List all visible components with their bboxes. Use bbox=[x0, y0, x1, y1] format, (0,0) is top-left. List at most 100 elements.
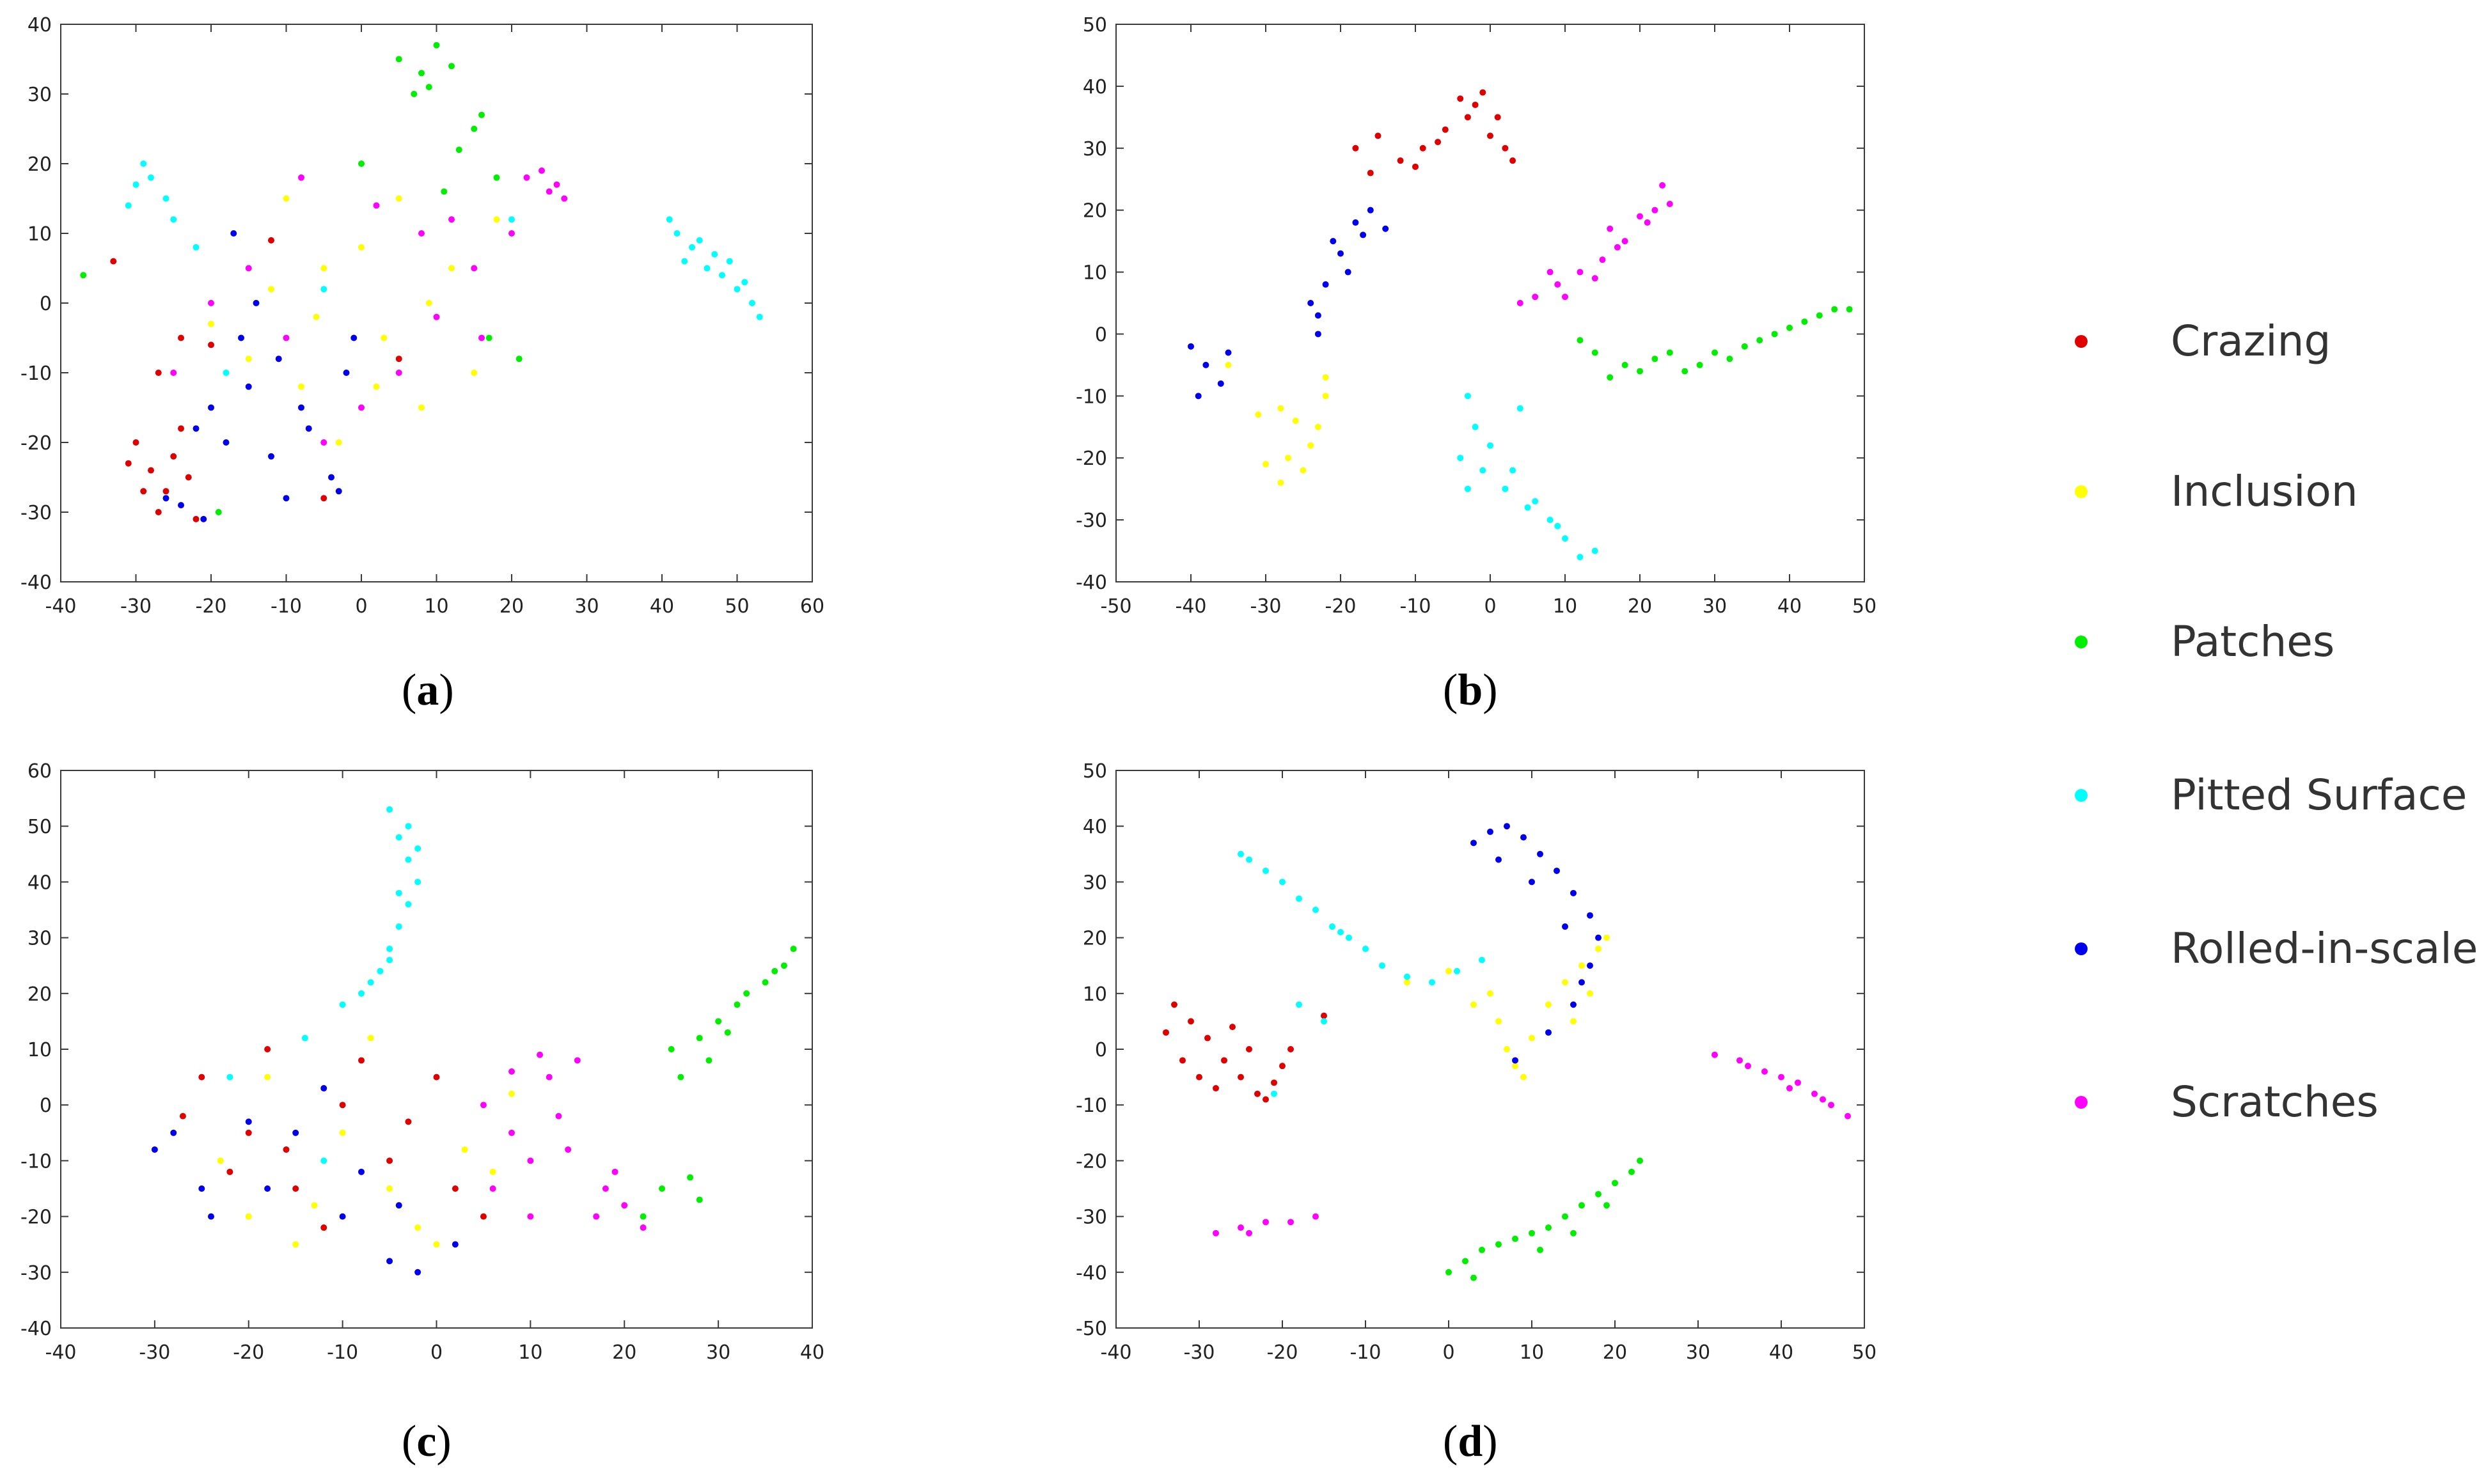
data-point bbox=[226, 1168, 233, 1175]
data-point bbox=[1374, 132, 1381, 139]
data-point bbox=[1546, 517, 1554, 524]
x-tick-label: -40 bbox=[1176, 595, 1207, 618]
data-point bbox=[489, 1168, 496, 1175]
data-point bbox=[523, 174, 530, 181]
data-point bbox=[1367, 169, 1374, 176]
data-point bbox=[418, 230, 425, 237]
data-point bbox=[217, 1157, 224, 1164]
data-point bbox=[414, 1224, 421, 1231]
data-point bbox=[565, 1146, 572, 1153]
data-point bbox=[1621, 361, 1628, 368]
data-point bbox=[1314, 312, 1321, 319]
data-point bbox=[1628, 1168, 1635, 1175]
data-point bbox=[1188, 343, 1194, 350]
data-point bbox=[726, 258, 733, 265]
legend-label: Patches bbox=[2171, 617, 2335, 666]
x-tick-label: 30 bbox=[1686, 1341, 1710, 1364]
data-point bbox=[611, 1168, 618, 1175]
series-inclusion bbox=[1225, 361, 1329, 486]
data-point bbox=[508, 230, 515, 237]
y-tick-label: 0 bbox=[1095, 1039, 1107, 1061]
data-point bbox=[1595, 946, 1602, 953]
data-point bbox=[110, 258, 117, 265]
data-point bbox=[395, 1202, 402, 1209]
data-point bbox=[1445, 1269, 1452, 1276]
data-point bbox=[418, 404, 425, 411]
data-point bbox=[140, 488, 147, 495]
data-point bbox=[1188, 1018, 1194, 1025]
data-point bbox=[493, 174, 500, 181]
data-point bbox=[1801, 318, 1808, 325]
y-tick-label: 40 bbox=[28, 14, 52, 36]
y-tick-label: -50 bbox=[1076, 1318, 1107, 1340]
data-point bbox=[433, 313, 440, 320]
data-point bbox=[762, 979, 769, 986]
data-point bbox=[696, 237, 703, 244]
data-point bbox=[395, 56, 402, 63]
data-point bbox=[452, 1241, 459, 1248]
data-point bbox=[395, 889, 402, 896]
plot-area bbox=[1115, 24, 1865, 582]
data-point bbox=[208, 300, 214, 306]
data-point bbox=[1554, 281, 1561, 288]
data-point bbox=[1307, 300, 1314, 306]
data-point bbox=[148, 174, 154, 181]
series-crazing bbox=[110, 237, 402, 522]
data-point bbox=[1512, 1235, 1518, 1242]
data-point bbox=[1537, 850, 1543, 857]
data-point bbox=[1163, 1029, 1169, 1036]
data-point bbox=[1479, 1246, 1485, 1253]
data-point bbox=[1570, 889, 1577, 896]
data-point bbox=[1352, 144, 1359, 152]
data-point bbox=[1591, 547, 1598, 554]
data-point bbox=[734, 1001, 741, 1008]
y-tick-label: 10 bbox=[28, 223, 52, 246]
data-point bbox=[1786, 1085, 1793, 1092]
data-point bbox=[508, 1129, 515, 1136]
data-point bbox=[1545, 1224, 1552, 1231]
data-point bbox=[433, 1241, 440, 1248]
legend-item-pitted-surface: Pitted Surface bbox=[2075, 770, 2467, 820]
data-point bbox=[414, 845, 421, 852]
legend-item-crazing: Crazing bbox=[2075, 316, 2331, 366]
data-point bbox=[1279, 879, 1286, 886]
data-point bbox=[170, 216, 177, 223]
x-tick-label: 40 bbox=[1769, 1341, 1793, 1364]
series-patches bbox=[1577, 306, 1853, 381]
data-point bbox=[1537, 1246, 1543, 1253]
data-point bbox=[527, 1213, 534, 1220]
data-point bbox=[1644, 219, 1651, 226]
data-point bbox=[358, 244, 365, 251]
data-point bbox=[343, 370, 350, 376]
data-point bbox=[162, 495, 169, 502]
x-tick-label: 0 bbox=[1442, 1341, 1454, 1364]
data-point bbox=[448, 63, 455, 70]
series-patches bbox=[640, 946, 797, 1220]
x-tick-label: 10 bbox=[518, 1341, 542, 1364]
y-tick-label: -10 bbox=[1076, 1095, 1107, 1117]
data-point bbox=[1495, 1241, 1502, 1248]
data-point bbox=[593, 1213, 600, 1220]
data-point bbox=[1741, 343, 1748, 350]
data-point bbox=[1712, 1051, 1718, 1058]
data-point bbox=[1487, 990, 1493, 997]
y-tick-label: 30 bbox=[1083, 871, 1107, 894]
data-point bbox=[704, 265, 711, 272]
data-point bbox=[1307, 442, 1314, 449]
data-point bbox=[1287, 1219, 1294, 1226]
data-point bbox=[1263, 1096, 1269, 1103]
data-point bbox=[1292, 418, 1299, 425]
data-point bbox=[1529, 879, 1535, 886]
data-point bbox=[1637, 1157, 1643, 1164]
data-point bbox=[780, 962, 787, 969]
data-point bbox=[743, 990, 750, 997]
data-point bbox=[673, 230, 681, 237]
data-point bbox=[1279, 1063, 1286, 1070]
data-point bbox=[1300, 467, 1307, 474]
data-point bbox=[539, 167, 545, 174]
data-point bbox=[1524, 504, 1531, 511]
legend-marker bbox=[2075, 942, 2088, 955]
data-point bbox=[373, 383, 380, 390]
y-tick-label: 20 bbox=[1083, 200, 1107, 223]
series-rolled-in-scale bbox=[151, 1085, 459, 1276]
